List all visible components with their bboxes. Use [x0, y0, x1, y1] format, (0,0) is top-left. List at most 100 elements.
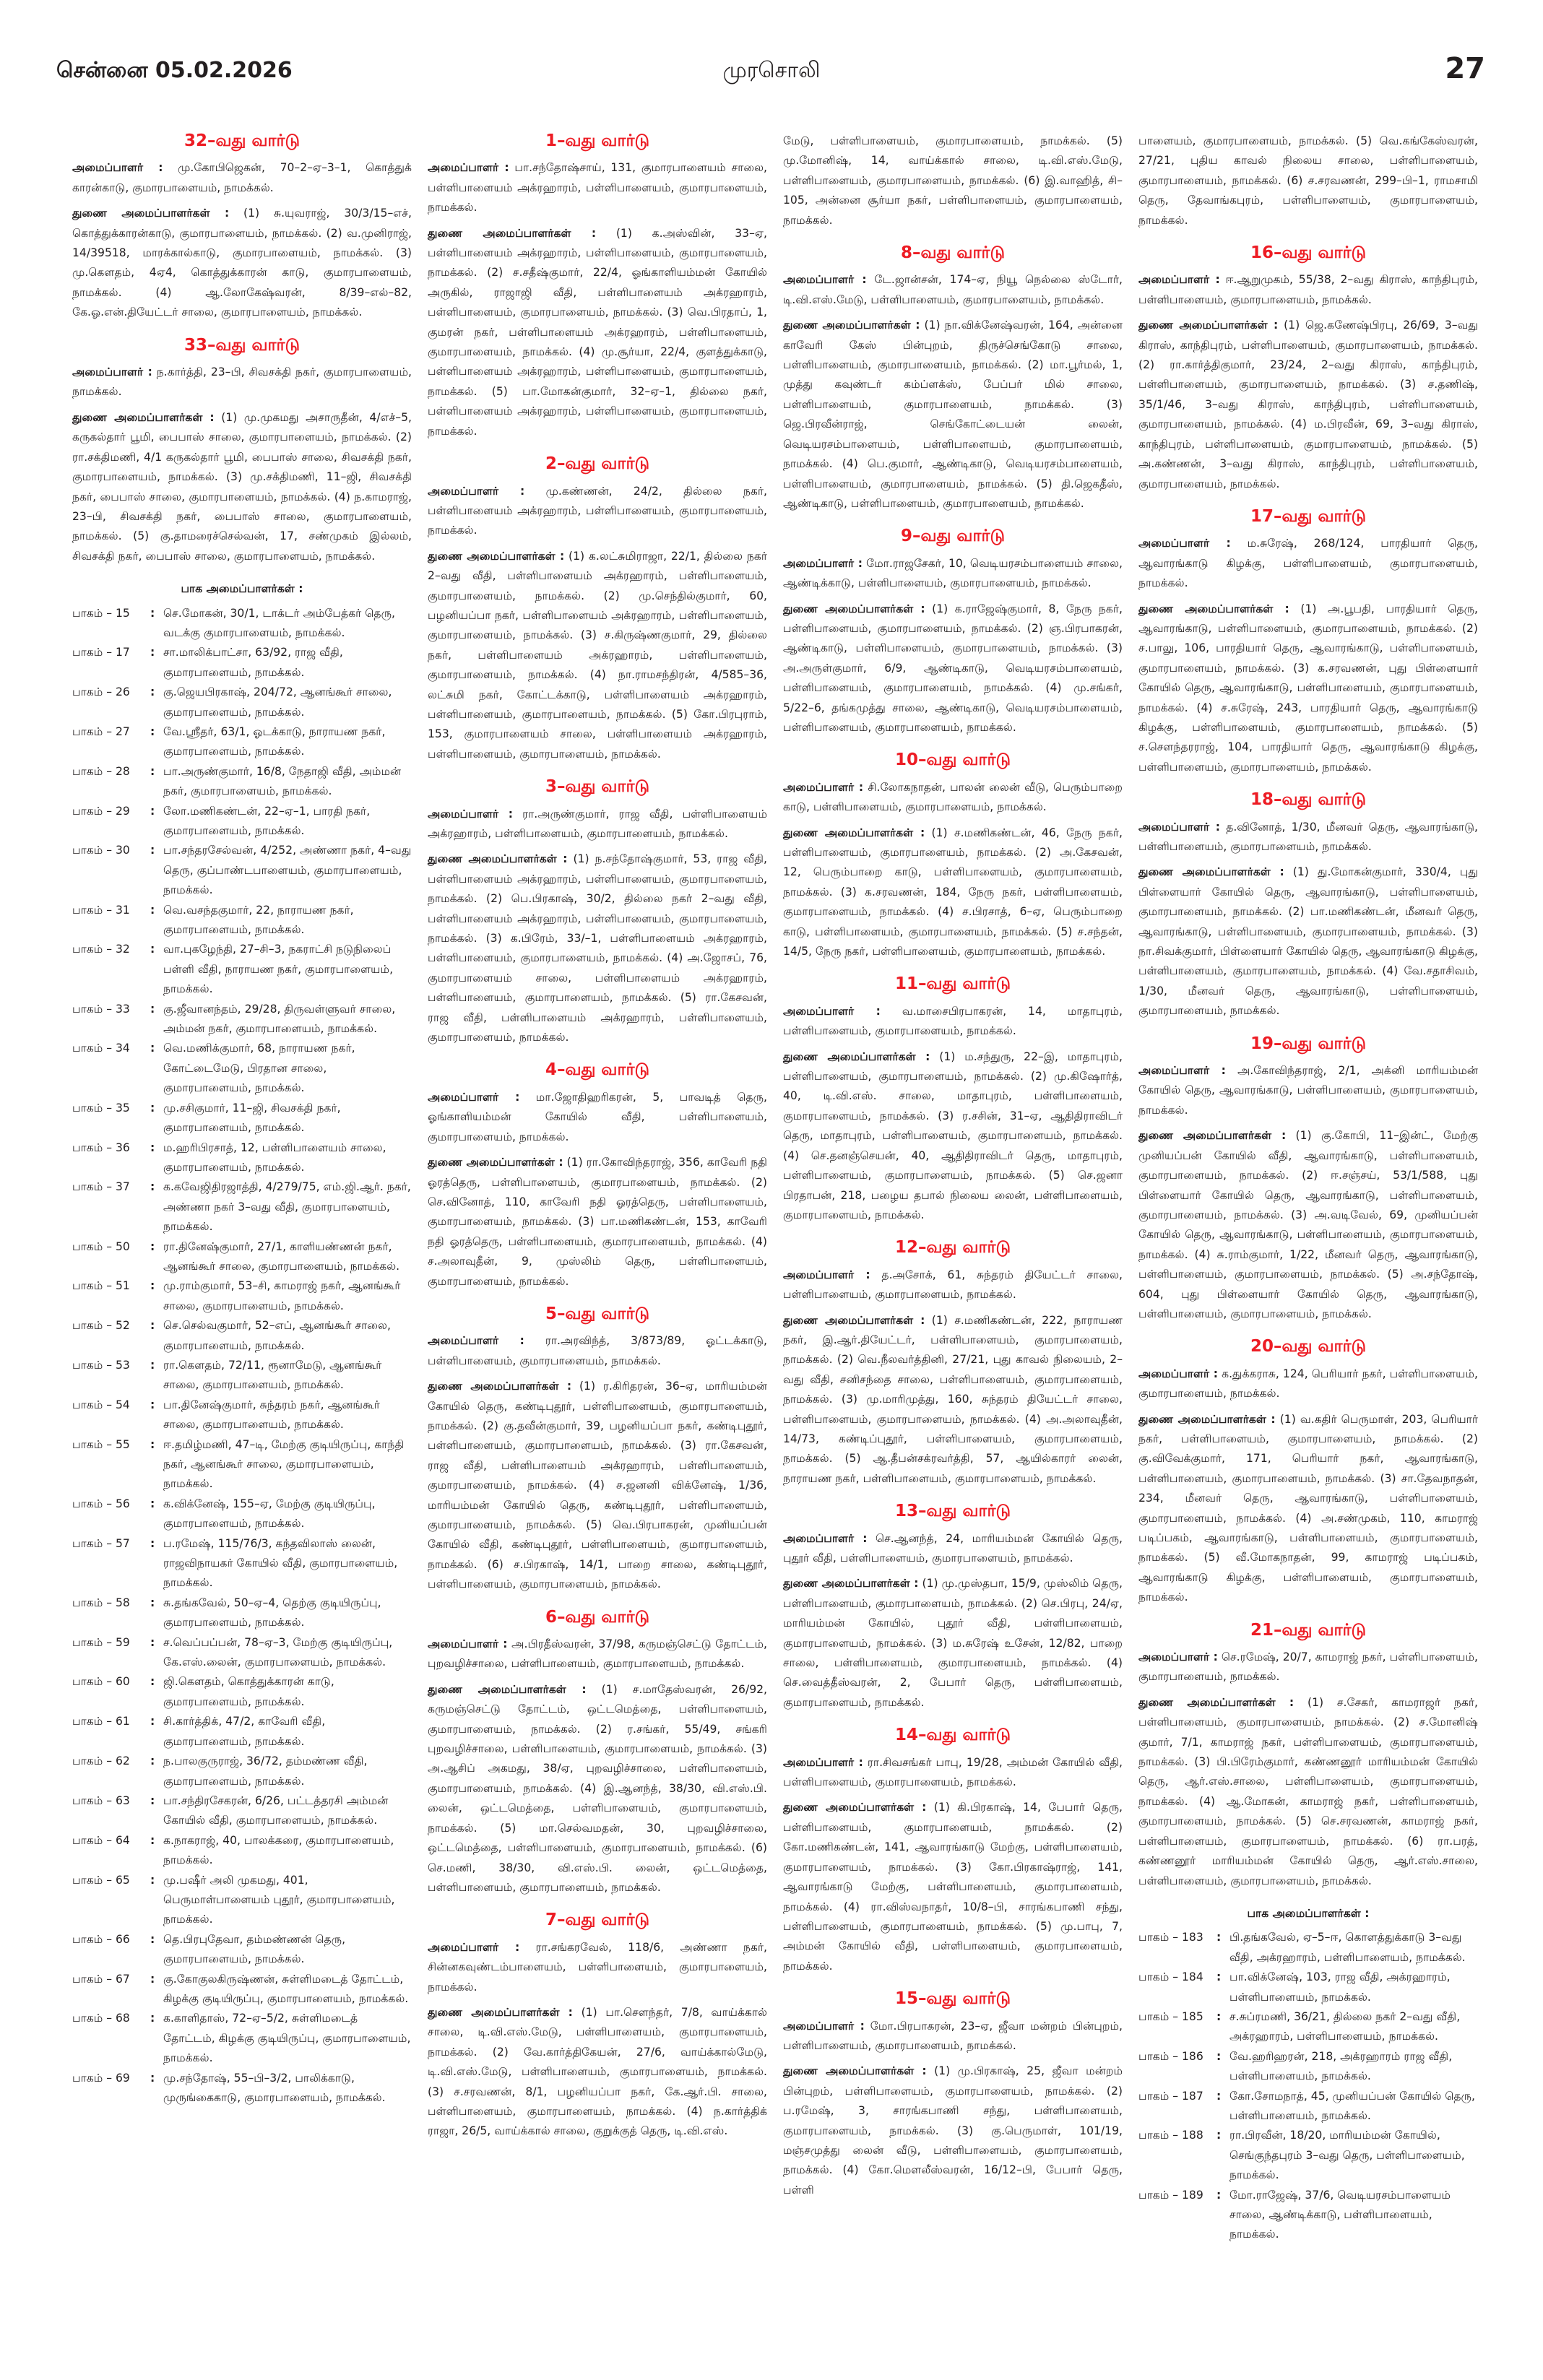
- organizer-details: ரா.சங்கரவேல், 118/6, அண்ணா நகர், சின்னகவ…: [428, 1940, 767, 1994]
- separator: :: [150, 1398, 155, 1411]
- ward-heading: 14–வது வார்டு: [894, 1726, 1011, 1745]
- deputies-label: துணை அமைப்பாளர்கள் :: [428, 1156, 563, 1169]
- ward-heading: 8–வது வார்டு: [900, 243, 1006, 263]
- part-organizer-row: பாகம் – 51: மு.ராம்குமார், 53–சி, காமராஜ்…: [72, 1276, 412, 1316]
- part-organizer-details: மோ.ராஜேஷ், 37/6, வெடியரசம்பாளையம் சாலை, …: [1229, 2188, 1451, 2241]
- organizer-details: மு.கோபிஜெகன், 70–2–ஏ–3–1, கொத்துக் காரன்…: [72, 161, 412, 194]
- part-organizer-details: ம.ஹரிபிரசாத், 12, பள்ளிபாளையம் சாலை, கும…: [163, 1141, 386, 1174]
- ward-heading: 7–வது வார்டு: [545, 1911, 650, 1930]
- part-number: பாகம் – 64: [72, 1833, 130, 1847]
- part-organizer-details: பா.விக்னேஷ், 103, ராஜ வீதி, அக்ரஹாரம், ப…: [1229, 1970, 1451, 2004]
- part-organizer-details: செ.செல்வகுமார், 52–எப், ஆனங்கூர் சாலை, க…: [163, 1319, 391, 1352]
- deputy-organizers-entry: துணை அமைப்பாளர்கள் : (1) மு.முகமது அசாரு…: [72, 408, 412, 566]
- separator: :: [150, 1358, 155, 1372]
- part-number: பாகம் – 68: [72, 2012, 130, 2025]
- section-heading: பாக அமைப்பாளர்கள் :: [181, 582, 303, 596]
- deputies-details: (1) து.மோகன்குமார், 330/4, புது பிள்ளையா…: [1138, 865, 1479, 1018]
- deputies-details: (1) வ.கதிர் பெருமாள், 203, பெரியார் நகர்…: [1138, 1412, 1478, 1604]
- part-organizer-details: பா.சந்தரசேல்வன், 4/252, அண்ணா நகர், 4–வத…: [163, 844, 412, 897]
- part-organizer-details: கோ.சோமநாத், 45, முனியப்பன் கோயில் தெரு, …: [1229, 2089, 1475, 2122]
- part-number: பாகம் – 60: [72, 1675, 130, 1689]
- ward-heading: 11–வது வார்டு: [894, 974, 1011, 994]
- part-organizer-details: க.நாகராஜ், 40, பாலக்கரை, குமாரபாளையம், ந…: [163, 1833, 394, 1867]
- part-organizer-details: மு.பஷீர் அலி முகமது, 401, பெருமாள்பாளையம…: [163, 1873, 395, 1926]
- part-organizer-details: கு.ஜெயபிரகாஷ், 204/72, ஆனங்கூர் சாலை, கு…: [163, 685, 392, 719]
- part-organizer-details: ஈ.தமிழ்மணி, 47–டி, மேற்கு குடியிருப்பு, …: [163, 1437, 405, 1491]
- separator: :: [150, 685, 155, 699]
- part-organizer-row: பாகம் – 62: ந.பாலகுருராஜ், 36/72, தம்மண்ண…: [72, 1752, 412, 1791]
- part-organizer-row: பாகம் – 30: பா.சந்தரசேல்வன், 4/252, அண்ணா…: [72, 841, 412, 900]
- deputies-details: (1) கு.கோபி, 11–இன்ட், மேற்கு முனியப்பன்…: [1138, 1129, 1478, 1320]
- part-organizer-row: பாகம் – 66: தெ.பிரபுதேவா, தம்மண்ணன் தெரு,…: [72, 1930, 412, 1970]
- part-number: பாகம் – 29: [72, 804, 130, 818]
- part-number: பாகம் – 52: [72, 1319, 130, 1333]
- separator: :: [150, 1279, 155, 1293]
- deputies-label: துணை அமைப்பாளர்கள் :: [783, 2064, 927, 2078]
- ward-heading: 12–வது வார்டு: [894, 1238, 1011, 1258]
- deputies-label: துணை அமைப்பாளர்கள் :: [428, 1682, 587, 1696]
- organizer-entry: அமைப்பாளர் : ரா.அருண்குமார், ராஜ வீதி, ப…: [428, 805, 767, 844]
- deputy-organizers-entry: துணை அமைப்பாளர்கள் : (1) து.மோகன்குமார்,…: [1138, 862, 1478, 1021]
- organizer-details: ரா.சிவசங்கர் பாபு, 19/28, அம்மன் கோயில் …: [783, 1755, 1123, 1789]
- deputy-organizers-entry: துணை அமைப்பாளர்கள் : (1) ம.சந்துரு, 22–இ…: [783, 1047, 1123, 1226]
- deputy-organizers-entry: துணை அமைப்பாளர்கள் : (1) கி.பிரகாஷ், 14,…: [783, 1798, 1123, 1976]
- part-organizer-details: பா.அருண்குமார், 16/8, நேதாஜி வீதி, அம்மன…: [163, 764, 402, 798]
- deputy-organizers-entry: துணை அமைப்பாளர்கள் : (1) ச.மாதேஸ்வரன், 2…: [428, 1680, 767, 1897]
- part-organizer-details: மு.ராம்குமார், 53–சி, காமராஜ் நகர், ஆனங்…: [163, 1279, 401, 1312]
- organizer-label: அமைப்பாளர் :: [428, 1940, 520, 1954]
- part-number: பாகம் – 50: [72, 1239, 130, 1253]
- organizer-label: அமைப்பாளர் :: [783, 556, 863, 570]
- part-number: பாகம் – 28: [72, 764, 130, 778]
- organizer-details: மு.கண்ணன், 24/2, தில்லை நகர், பள்ளிபாளைய…: [428, 484, 767, 537]
- part-organizer-row: பாகம் – 15: செ.மோகன், 30/1, டாக்டர் அம்பே…: [72, 604, 412, 644]
- separator: :: [150, 606, 155, 620]
- deputy-organizers-entry: துணை அமைப்பாளர்கள் : (1) க.ராஜேஷ்குமார்,…: [783, 600, 1123, 738]
- deputies-label: துணை அமைப்பாளர்கள் :: [1138, 865, 1284, 879]
- news-column: 32–வது வார்டு அமைப்பாளர் : மு.கோபிஜெகன், …: [72, 131, 412, 2245]
- part-organizer-row: பாகம் – 54: பா.தினேஷ்குமார், சுந்தரம் நகர…: [72, 1395, 412, 1435]
- continued-text: பாளையம், குமாரபாளையம், நாமக்கல். (5) வெ.…: [1138, 134, 1478, 227]
- organizer-entry: அமைப்பாளர் : ரா.சங்கரவேல், 118/6, அண்ணா …: [428, 1938, 767, 1997]
- ward-heading: 3–வது வார்டு: [545, 777, 650, 797]
- part-organizer-row: பாகம் – 34: வெ.மணிக்குமார், 68, நாராயண நக…: [72, 1039, 412, 1098]
- organizer-details: த.வினோத், 1/30, மீனவர் தெரு, ஆவாரங்காடு,…: [1138, 820, 1478, 853]
- organizer-label: அமைப்பாளர் :: [783, 273, 867, 287]
- part-organizer-details: சு.தங்கவேல், 50–ஏ–4, தெற்கு குடியிருப்பு…: [163, 1596, 381, 1630]
- deputy-organizers-entry: துணை அமைப்பாளர்கள் : (1) ரா.கோவிந்தராஜ்,…: [428, 1153, 767, 1291]
- organizer-entry: அமைப்பாளர் : க.துக்கராசு, 124, பெரியார் …: [1138, 1364, 1478, 1404]
- part-organizer-details: பா.சந்திரசேகரன், 6/26, பட்டத்தரசி அம்மன்…: [163, 1793, 389, 1827]
- organizer-label: அமைப்பாளர் :: [1138, 273, 1220, 287]
- organizer-details: பா.சந்தோஷ்சாய், 131, குமாரபாளையம் சாலை, …: [428, 161, 767, 215]
- separator: :: [1216, 2089, 1222, 2103]
- ward-heading: 4–வது வார்டு: [545, 1060, 650, 1080]
- deputies-label: துணை அமைப்பாளர்கள் :: [783, 1050, 930, 1063]
- part-organizer-row: பாகம் – 50: ரா.தினேஷ்குமார், 27/1, காளியண…: [72, 1237, 412, 1277]
- organizer-details: ந.கார்த்தி, 23–பி, சிவசக்தி நகர், குமாரப…: [72, 365, 412, 399]
- part-organizer-details: ரா.தினேஷ்குமார், 27/1, காளியண்ணன் நகர், …: [163, 1239, 400, 1273]
- part-organizer-details: கு.கோகுலகிருஷ்ணன், சுள்ளிமடைத் தோட்டம், …: [163, 1972, 409, 2005]
- separator: :: [150, 1239, 155, 1253]
- part-organizer-details: ரா.கௌதம், 72/11, ரூனாமேடு, ஆனங்கூர் சாலை…: [163, 1358, 382, 1392]
- masthead: சென்னை 05.02.2026 முரசொலி 27: [51, 52, 1492, 95]
- deputies-details: (1) மு.பிரகாஷ், 25, ஜீவா மன்றம் பின்புறம…: [783, 2064, 1123, 2197]
- part-number: பாகம் – 186: [1138, 2049, 1203, 2063]
- ward-heading: 32–வது வார்டு: [183, 131, 301, 150]
- organizer-details: மோ.பிரபாகரன், 23–ஏ, ஜீவா மன்றம் பின்புறம…: [783, 2019, 1123, 2052]
- deputies-details: (1) ச.மணிகண்டன், 222, நாராயண நகர், இ.ஆர்…: [783, 1313, 1123, 1485]
- part-organizer-row: பாகம் – 55: ஈ.தமிழ்மணி, 47–டி, மேற்கு குட…: [72, 1435, 412, 1494]
- deputies-label: துணை அமைப்பாளர்கள் :: [428, 1380, 572, 1393]
- deputies-details: (1) ச.மணிகண்டன், 46, நேரு நகர், பள்ளிபாள…: [783, 826, 1123, 959]
- deputies-details: (1) க.ராஜேஷ்குமார், 8, நேரு நகர், பள்ளிப…: [783, 602, 1123, 734]
- part-organizer-details: க.விக்னேஷ், 155–ஏ, மேற்கு குடியிருப்பு, …: [163, 1497, 376, 1531]
- organizer-label: அமைப்பாளர் :: [1138, 1367, 1219, 1380]
- part-number: பாகம் – 34: [72, 1042, 130, 1055]
- news-column: மேடு, பள்ளிபாளையம், குமாரபாளையம், நாமக்க…: [783, 131, 1123, 2245]
- deputies-details: (1) சு.யுவராஜ், 30/3/15–எச், கொத்துக்கார…: [72, 207, 412, 319]
- deputies-details: (1) ஜெ.கணேஷ்பிரபு, 26/69, 3–வது கிராஸ், …: [1138, 319, 1479, 490]
- organizer-label: அமைப்பாளர் :: [428, 484, 525, 498]
- part-organizer-details: கு.ஜீவானந்தம், 29/28, திருவள்ளுவர் சாலை,…: [163, 1002, 396, 1036]
- part-organizer-details: ரா.பிரவீன், 18/20, மாரியம்மன் கோயில், செ…: [1229, 2129, 1465, 2182]
- part-organizer-details: ப.ரமேஷ், 115/76/3, கந்தவிலாஸ் லைன், ராஜவ…: [163, 1536, 398, 1590]
- organizer-entry: அமைப்பாளர் : ரா.அரவிந்த், 3/873/89, ஓட்ட…: [428, 1331, 767, 1371]
- deputies-label: துணை அமைப்பாளர்கள் :: [1138, 602, 1289, 615]
